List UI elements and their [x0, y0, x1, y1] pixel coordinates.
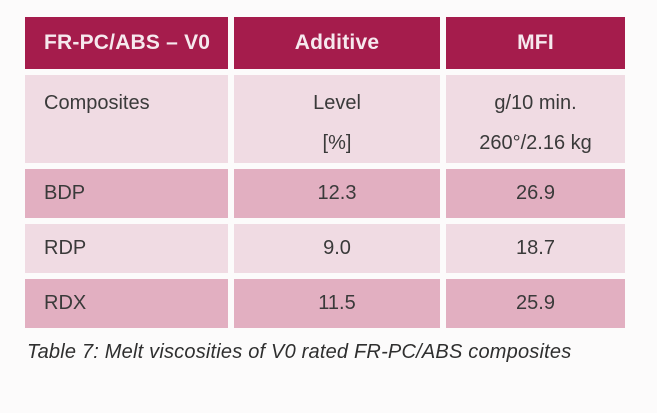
subheader-level-unit: [%]	[322, 132, 352, 154]
table-row-rdp: RDP 9.0 18.7	[25, 224, 625, 273]
cell-additive-level: 11.5	[234, 279, 440, 328]
subheader-level-label: Level	[313, 92, 361, 114]
cell-composite-name: BDP	[25, 169, 228, 218]
cell-mfi-value: 18.7	[446, 224, 625, 273]
subheader-cell-mfi-unit: g/10 min. 260°/2.16 kg	[446, 75, 625, 163]
melt-viscosity-table: FR-PC/ABS – V0 Additive MFI Composites L…	[19, 11, 631, 334]
header-cell-composites: FR-PC/ABS – V0	[25, 17, 228, 69]
cell-mfi-value: 26.9	[446, 169, 625, 218]
header-cell-additive: Additive	[234, 17, 440, 69]
subheader-mfi-unit-line2: 260°/2.16 kg	[479, 132, 592, 154]
subheader-cell-composites: Composites	[25, 75, 228, 163]
table-header-row: FR-PC/ABS – V0 Additive MFI	[25, 17, 625, 69]
subheader-mfi-unit-line1: g/10 min.	[494, 92, 577, 114]
subheader-cell-level: Level [%]	[234, 75, 440, 163]
cell-mfi-value: 25.9	[446, 279, 625, 328]
table-row-rdx: RDX 11.5 25.9	[25, 279, 625, 328]
cell-composite-name: RDX	[25, 279, 228, 328]
header-cell-mfi: MFI	[446, 17, 625, 69]
cell-additive-level: 9.0	[234, 224, 440, 273]
cell-composite-name: RDP	[25, 224, 228, 273]
table-row-bdp: BDP 12.3 26.9	[25, 169, 625, 218]
cell-additive-level: 12.3	[234, 169, 440, 218]
table-subheader-row: Composites Level [%] g/10 min. 260°/2.16…	[25, 75, 625, 163]
table-caption: Table 7: Melt viscosities of V0 rated FR…	[27, 341, 572, 363]
